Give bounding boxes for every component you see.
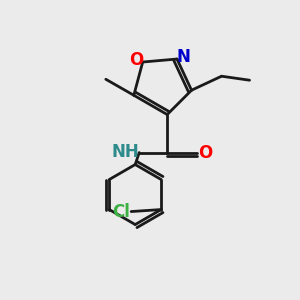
- Text: NH: NH: [111, 142, 139, 160]
- Text: O: O: [198, 143, 212, 161]
- Text: O: O: [130, 51, 144, 69]
- Text: N: N: [176, 48, 190, 66]
- Text: Cl: Cl: [112, 202, 130, 220]
